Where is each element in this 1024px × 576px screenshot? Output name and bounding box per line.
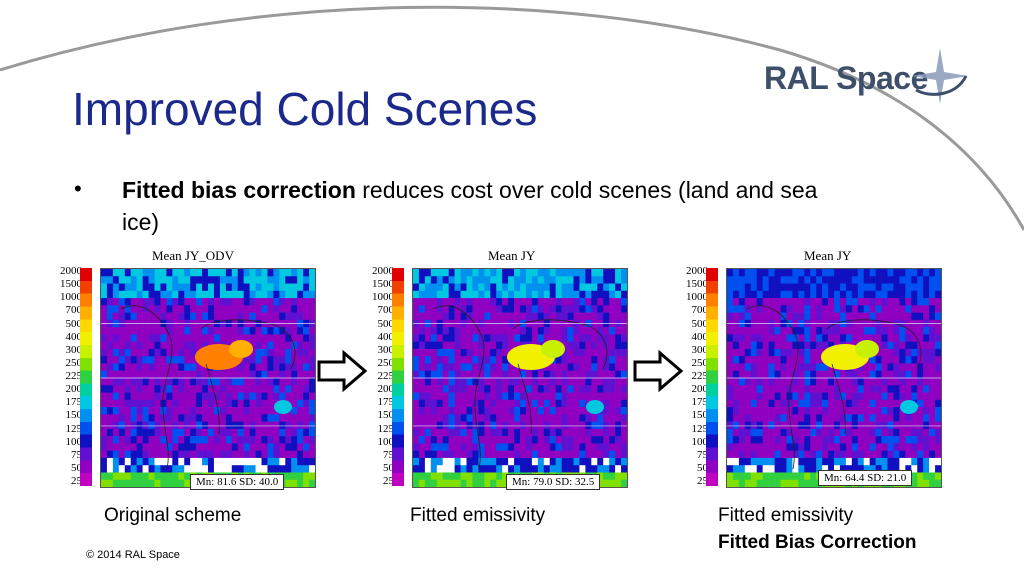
colorbar-tick-label: 700 — [377, 304, 395, 317]
caption-text: Fitted emissivity — [410, 505, 546, 526]
map-image — [101, 269, 316, 488]
caption-text: Original scheme — [104, 505, 242, 526]
colorbar-tick-label: 100 — [377, 435, 395, 448]
map-title: Mean JY — [804, 248, 852, 263]
colorbar-ticks: 2000 1500 1000 700 500 400 300 250 225 200 175 150 1… — [678, 265, 709, 487]
map-panel-original: Mean JY_ODV 2000 1500 1000 700 500 400 300 250 2… — [52, 248, 316, 498]
colorbar-ticks: 2000 1500 1000 700 500 400 300 250 225 200 175 150 1… — [364, 265, 395, 487]
colorbar-tick-label: 125 — [377, 422, 395, 435]
colorbar-tick-label: 2000 — [686, 265, 708, 277]
bullet-bold: Fitted bias correction — [122, 177, 356, 203]
colorbar-tick-label: 125 — [691, 422, 709, 435]
colorbar-tick-label: 1000 — [60, 291, 82, 304]
right-arrow-icon — [633, 350, 684, 392]
right-arrow-icon — [317, 350, 368, 392]
colorbar-tick-label: 50 — [71, 461, 82, 474]
colorbar-tick-label: 50 — [697, 461, 708, 474]
colorbar-tick-label: 400 — [691, 330, 709, 343]
copyright: © 2014 RAL Space — [86, 549, 180, 561]
colorbar-tick-label: 150 — [65, 409, 83, 422]
bullet-rest: reduces cost over cold scenes (land and … — [122, 177, 818, 235]
stats-box: Mn: 79.0 SD: 32.5 — [506, 474, 601, 490]
colorbar-tick-label: 2000 — [372, 265, 394, 277]
colorbar — [80, 268, 92, 486]
colorbar-tick-label: 2000 — [60, 265, 82, 277]
colorbar-tick-label: 250 — [377, 356, 395, 369]
bullet-marker: • — [74, 176, 82, 201]
map-panel-fitted-bias-correction: Mean JY 2000 1500 1000 700 500 400 300 250 225 20… — [678, 248, 942, 498]
global-map — [100, 268, 316, 488]
colorbar-tick-label: 300 — [377, 343, 395, 356]
colorbar-tick-label: 200 — [65, 383, 83, 396]
colorbar-tick-label: 500 — [691, 317, 709, 330]
colorbar-tick-label: 75 — [71, 448, 82, 461]
colorbar-tick-label: 300 — [65, 343, 83, 356]
colorbar-tick-label: 1500 — [372, 278, 394, 291]
colorbar-tick-label: 25 — [383, 475, 394, 487]
colorbar — [706, 268, 718, 486]
bullet-text: Fitted bias correction reduces cost over… — [122, 174, 842, 238]
caption-fitted-emissivity: Fitted emissivity — [410, 502, 545, 529]
global-map — [412, 268, 628, 488]
colorbar-tick-label: 250 — [65, 356, 83, 369]
colorbar-tick-label: 1500 — [60, 278, 82, 291]
stats-box: Mn: 81.6 SD: 40.0 — [190, 474, 285, 490]
colorbar-ticks: 2000 1500 1000 700 500 400 300 250 225 200 175 150 1… — [52, 265, 83, 487]
ral-space-logo: RAL Space — [760, 46, 970, 116]
colorbar-tick-label: 500 — [377, 317, 395, 330]
colorbar-tick-label: 150 — [691, 409, 709, 422]
map-title: Mean JY — [488, 248, 536, 263]
colorbar-tick-label: 125 — [65, 422, 83, 435]
colorbar-tick-label: 225 — [691, 370, 709, 382]
colorbar-tick-label: 400 — [377, 330, 395, 343]
colorbar-tick-label: 200 — [377, 383, 395, 396]
colorbar-tick-label: 1500 — [686, 278, 708, 291]
global-map — [726, 268, 942, 488]
colorbar-tick-label: 175 — [65, 396, 83, 409]
caption-text: Fitted emissivity — [718, 505, 854, 526]
colorbar-tick-label: 700 — [65, 304, 83, 317]
colorbar-tick-label: 200 — [691, 383, 709, 396]
colorbar-tick-label: 1000 — [372, 291, 394, 304]
caption-original: Original scheme — [104, 502, 241, 529]
map-panel-fitted-emissivity: Mean JY 2000 1500 1000 700 500 400 300 250 225 20… — [364, 248, 628, 498]
colorbar-tick-label: 75 — [697, 448, 708, 461]
colorbar-tick-label: 150 — [377, 409, 395, 422]
logo-text: RAL Space — [764, 60, 928, 96]
colorbar-tick-label: 50 — [383, 461, 394, 474]
colorbar-tick-label: 100 — [65, 435, 83, 448]
colorbar — [392, 268, 404, 486]
colorbar-tick-label: 175 — [691, 396, 709, 409]
colorbar-tick-label: 400 — [65, 330, 83, 343]
colorbar-tick-label: 1000 — [686, 291, 708, 304]
colorbar-tick-label: 300 — [691, 343, 709, 356]
slide-title: Improved Cold Scenes — [72, 83, 538, 135]
colorbar-tick-label: 100 — [691, 435, 709, 448]
colorbar-tick-label: 25 — [71, 475, 82, 487]
colorbar-tick-label: 225 — [65, 370, 83, 382]
colorbar-tick-label: 25 — [697, 475, 708, 487]
map-image — [727, 269, 942, 488]
colorbar-tick-label: 700 — [691, 304, 709, 317]
colorbar-tick-label: 75 — [383, 448, 394, 461]
star-icon — [912, 48, 968, 104]
colorbar-tick-label: 250 — [691, 356, 709, 369]
caption-fitted-bias: Fitted emissivity Fitted Bias Correction — [718, 502, 916, 556]
caption-bold: Fitted Bias Correction — [718, 532, 917, 553]
colorbar-tick-label: 175 — [377, 396, 395, 409]
stats-box: Mn: 64.4 SD: 21.0 — [818, 470, 913, 486]
colorbar-tick-label: 225 — [377, 370, 395, 382]
colorbar-tick-label: 500 — [65, 317, 83, 330]
map-image — [413, 269, 628, 488]
map-title: Mean JY_ODV — [152, 248, 234, 263]
